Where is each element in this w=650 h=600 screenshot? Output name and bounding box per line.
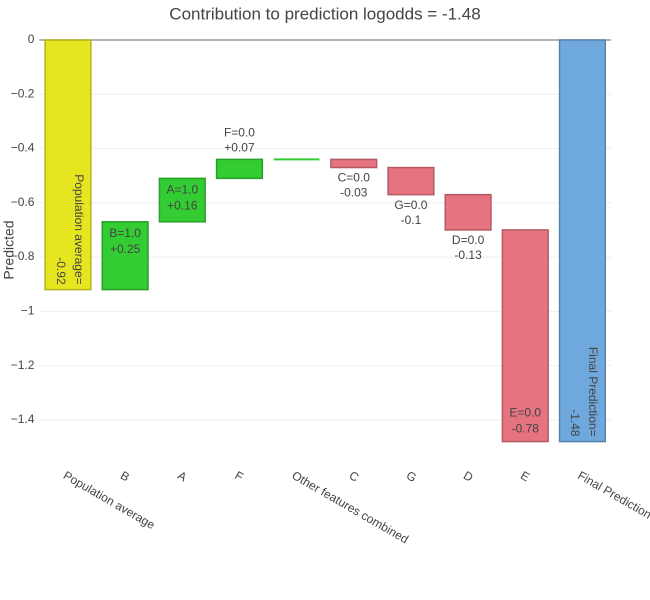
x-tick-label: D — [461, 468, 476, 485]
bar — [330, 158, 378, 169]
bar-label: E=0.0 — [509, 406, 541, 420]
y-tick-label: −0.8 — [11, 249, 35, 263]
value-label: -0.1 — [401, 213, 422, 227]
bar — [215, 158, 264, 180]
bar-label: A=1.0 — [166, 183, 198, 197]
bar-label: Population average= — [72, 174, 86, 284]
value-label: -0.92 — [54, 257, 68, 285]
bar — [558, 39, 607, 443]
bar — [101, 221, 149, 291]
y-tick-label: −0.4 — [11, 141, 35, 155]
x-tick-label: F — [232, 468, 245, 484]
bar — [501, 229, 549, 443]
y-tick-label: −0.6 — [11, 195, 35, 209]
value-label: -1.48 — [568, 409, 582, 437]
value-label: +0.25 — [110, 242, 141, 256]
x-tick-label: A — [175, 468, 189, 484]
bar — [444, 193, 492, 231]
bar-label: B=1.0 — [109, 226, 141, 240]
y-tick-label: −0.2 — [11, 86, 35, 100]
value-label: +0.16 — [167, 199, 198, 213]
x-tick-label: Final Prediction — [575, 468, 650, 521]
x-tick-label: B — [118, 468, 132, 484]
y-tick-label: −1.2 — [11, 358, 35, 372]
chart-title: Contribution to prediction logodds = -1.… — [169, 4, 480, 23]
y-tick-label: −1 — [21, 304, 35, 318]
x-tick-label: E — [518, 468, 532, 484]
value-label: -0.13 — [454, 248, 482, 262]
x-tick-label: G — [404, 468, 419, 485]
bar — [387, 166, 435, 196]
bar — [44, 39, 92, 291]
y-tick-label: −1.4 — [11, 412, 35, 426]
bar — [158, 177, 206, 223]
bar-label: G=0.0 — [394, 198, 427, 212]
bar-label: C=0.0 — [338, 171, 371, 185]
x-tick-label: C — [347, 468, 362, 485]
bar-label: D=0.0 — [452, 233, 485, 247]
value-label: -0.78 — [512, 422, 540, 436]
y-axis-label: Predicted — [1, 220, 17, 279]
value-label: +0.07 — [224, 141, 255, 155]
y-tick-label: 0 — [28, 32, 35, 46]
bar-label: Final Prediction= — [586, 347, 600, 437]
bar-label: F=0.0 — [224, 126, 255, 140]
x-tick-label: Population average — [61, 468, 158, 532]
value-label: -0.03 — [340, 186, 368, 200]
